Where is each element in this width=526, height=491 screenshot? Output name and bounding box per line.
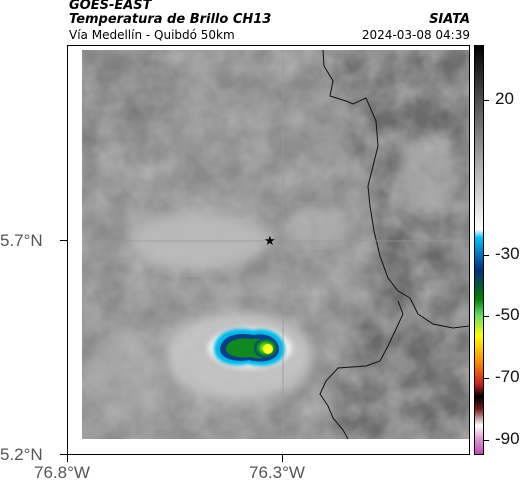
colorbar-tick — [484, 439, 489, 441]
colorbar-label: -70 — [495, 366, 520, 386]
region-subtitle: Vía Medellín - Quibdó 50km — [69, 28, 235, 42]
colorbar-label: -50 — [495, 305, 520, 325]
temperature-colorbar — [474, 45, 484, 455]
lon-tick-label: 76.8°W — [34, 463, 90, 482]
lat-tick-label: 5.2°N — [0, 445, 43, 464]
lat-tick — [60, 454, 67, 455]
lat-tick — [60, 240, 67, 241]
datetime-label: 2024-03-08 04:39 — [361, 28, 470, 42]
colorbar-tick — [484, 100, 489, 102]
lon-tick-label: 76.3°W — [249, 463, 305, 482]
organization-label: SIATA — [429, 12, 470, 27]
satellite-map[interactable]: ★ — [67, 45, 470, 455]
border-line-south — [319, 300, 404, 440]
colorbar-tick — [484, 377, 489, 379]
lon-tick — [67, 455, 68, 462]
lon-tick — [282, 455, 283, 462]
lat-tick-label: 5.7°N — [0, 231, 43, 250]
star-marker: ★ — [264, 234, 276, 249]
colorbar-tick — [484, 254, 489, 256]
colorbar-tick — [484, 316, 489, 318]
brightness-temperature-image: ★ — [68, 46, 469, 454]
product-title: Temperatura de Brillo CH13 — [69, 12, 272, 27]
colorbar-label: -30 — [495, 243, 520, 263]
colorbar-label: -90 — [495, 428, 520, 448]
colorbar-label: 20 — [495, 89, 514, 109]
border-line — [322, 49, 469, 329]
satellite-title: GOES-EAST — [69, 0, 152, 13]
